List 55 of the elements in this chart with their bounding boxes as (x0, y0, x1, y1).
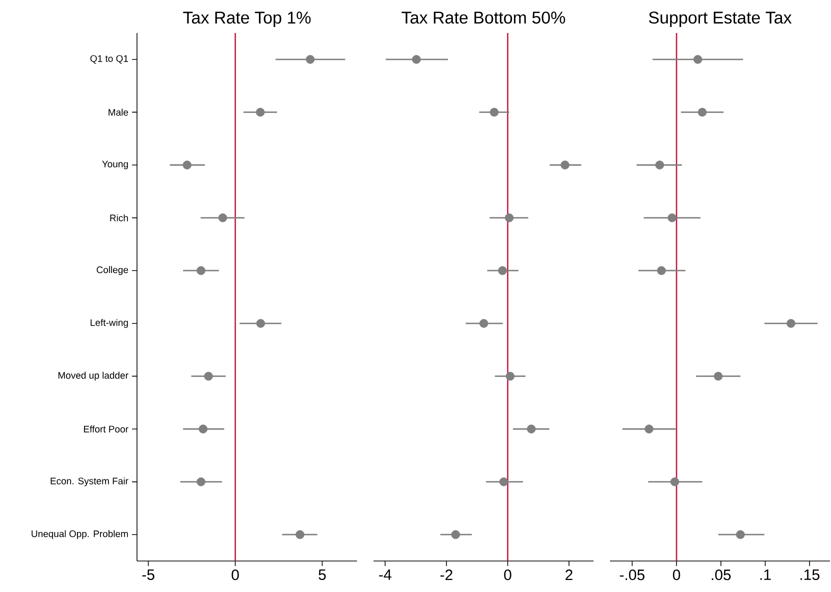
y-tick-label: Young (102, 160, 128, 170)
y-tick-label: Male (108, 108, 128, 116)
x-tick-label: -.05 (620, 570, 644, 580)
point (498, 266, 507, 276)
x-tick-label: 2 (566, 570, 572, 580)
point (204, 372, 213, 381)
y-tick-label: Unequal Opp. Problem (32, 530, 128, 540)
x-tick-label: .15 (800, 570, 820, 580)
point (490, 108, 499, 117)
x-tick-label: -4 (379, 570, 392, 580)
point (451, 530, 460, 539)
point (693, 55, 702, 64)
point (296, 530, 304, 539)
y-tick-label: Left-wing (90, 318, 128, 328)
x-tick-label: 0 (232, 570, 239, 580)
x-tick-label: -2 (440, 570, 452, 580)
point (644, 424, 654, 434)
x-tick-label: 5 (318, 570, 326, 580)
point (218, 213, 228, 222)
y-tick-label: Rich (110, 214, 128, 222)
point (657, 266, 666, 276)
x-tick-label: .05 (712, 570, 731, 580)
point (256, 319, 266, 328)
point (714, 372, 723, 381)
y-tick-label: College (96, 266, 128, 276)
chart-title: Tax Rate Bottom 50% (402, 12, 566, 24)
point (196, 266, 206, 276)
point (506, 372, 515, 381)
y-tick-label: Q1 to Q1 (90, 55, 128, 64)
x-tick-label: 0 (672, 570, 680, 580)
chart-title: Tax Rate Top 1% (183, 12, 311, 28)
chart-title: Support Estate Tax (648, 12, 792, 28)
x-tick-label: -5 (142, 570, 154, 580)
point (698, 108, 707, 117)
point (306, 55, 315, 64)
point (256, 108, 265, 117)
point (412, 55, 421, 64)
point (736, 530, 745, 539)
point (499, 477, 508, 486)
point (526, 424, 536, 434)
point (182, 160, 192, 170)
point (668, 213, 676, 222)
point (786, 319, 796, 328)
point (655, 160, 664, 170)
point (196, 477, 206, 486)
y-tick-label: Effort Poor (84, 426, 128, 432)
x-tick-label: 0 (504, 570, 512, 580)
point (198, 424, 208, 434)
x-tick-label: .1 (760, 570, 771, 580)
y-tick-label: Econ. System Fair (50, 477, 128, 486)
point (670, 477, 680, 486)
point (560, 160, 570, 170)
y-tick-label: Moved up ladder (58, 372, 128, 381)
point (479, 319, 488, 328)
point (504, 213, 514, 222)
